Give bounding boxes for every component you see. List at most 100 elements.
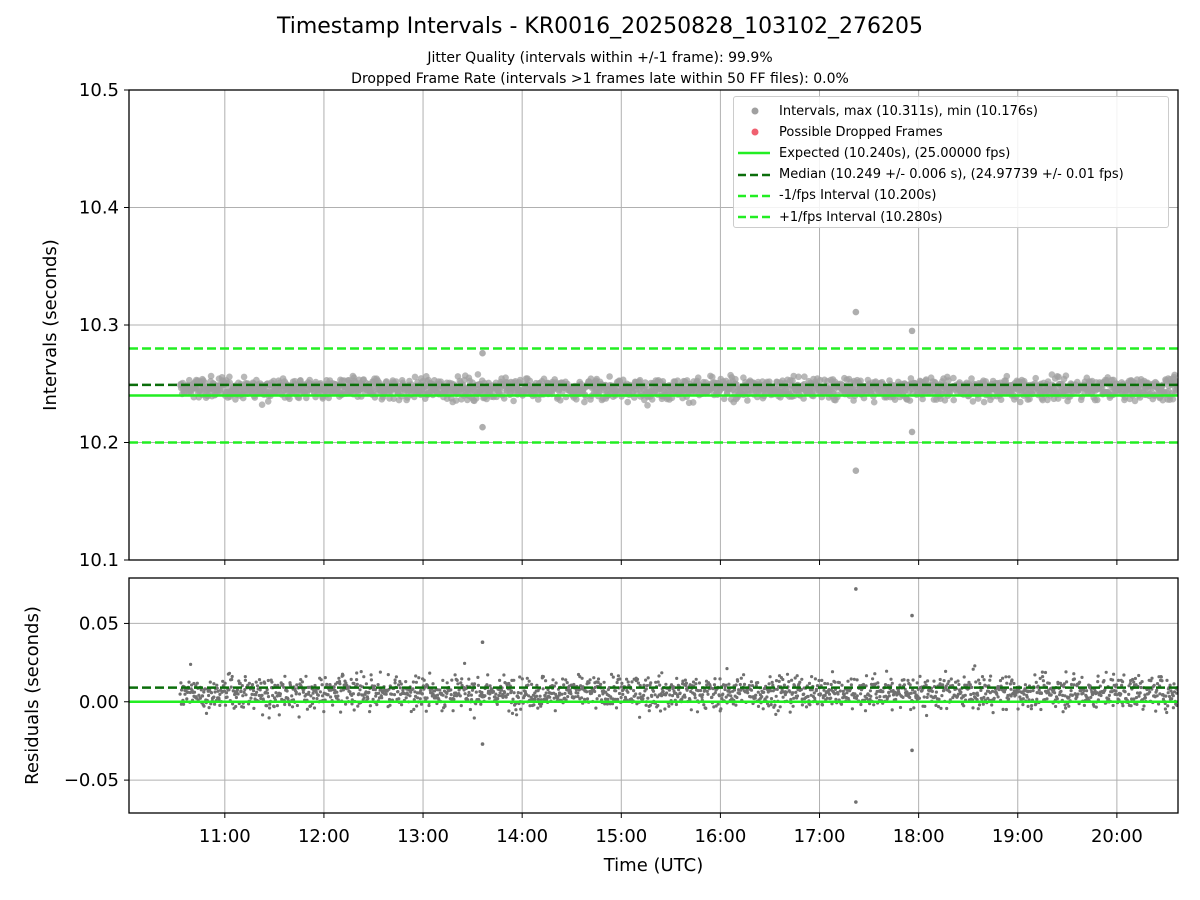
residual-point — [947, 679, 951, 683]
residual-point — [507, 681, 511, 686]
residual-point — [274, 691, 278, 695]
residual-point — [1137, 694, 1141, 698]
residual-outlier-point — [910, 748, 914, 753]
legend-swatch — [734, 207, 774, 227]
residual-point — [409, 709, 413, 714]
residual-point — [502, 673, 506, 677]
residual-point — [838, 689, 842, 693]
residual-point — [791, 704, 795, 708]
interval-point — [581, 398, 588, 406]
residual-point — [1123, 690, 1127, 694]
residual-outlier-point — [854, 587, 858, 591]
x-tick-label: 16:00 — [694, 826, 746, 847]
residual-point — [1022, 692, 1026, 696]
legend-label: -1/fps Interval (10.200s) — [779, 188, 937, 204]
top-y-tick-label: 10.1 — [79, 550, 119, 571]
residual-point — [646, 696, 650, 700]
residual-point — [1067, 695, 1071, 700]
residual-point — [234, 704, 238, 709]
residual-point — [647, 709, 651, 713]
residual-point — [331, 703, 335, 707]
residual-point — [178, 692, 182, 696]
residual-point — [257, 678, 262, 682]
residual-point — [626, 690, 630, 694]
residual-point — [217, 697, 221, 701]
residual-point — [990, 689, 995, 693]
residual-point — [1080, 675, 1084, 680]
interval-point — [732, 375, 739, 383]
residual-point — [1001, 707, 1005, 712]
residual-point — [1166, 691, 1170, 695]
residual-point — [1155, 694, 1159, 698]
residual-point — [313, 683, 317, 688]
residual-point — [182, 702, 186, 706]
interval-point — [891, 396, 899, 404]
interval-point — [644, 402, 651, 409]
residual-point — [454, 691, 458, 695]
residual-point — [738, 692, 742, 696]
residual-point — [972, 691, 976, 696]
residual-point — [676, 695, 680, 699]
residual-point — [345, 696, 349, 700]
residual-point — [350, 702, 354, 706]
residual-point — [1093, 689, 1097, 693]
residual-point — [459, 681, 463, 685]
bottom-y-axis-label: Residuals (seconds) — [22, 606, 43, 785]
residual-point — [1039, 691, 1044, 696]
residual-point — [209, 691, 214, 695]
residual-point — [638, 683, 642, 688]
residual-point — [252, 689, 256, 693]
residual-point — [962, 675, 966, 679]
residual-point — [344, 702, 348, 706]
residual-point — [833, 692, 837, 696]
residual-point — [1152, 683, 1156, 687]
residual-point — [1172, 682, 1176, 686]
residual-point — [1120, 683, 1124, 688]
residual-point — [560, 692, 564, 696]
interval-point — [636, 376, 644, 384]
residual-point — [527, 694, 531, 698]
residual-point — [541, 687, 545, 691]
residual-point — [1111, 703, 1115, 708]
residual-point — [887, 690, 891, 694]
residual-point — [1138, 691, 1142, 695]
residual-point — [448, 697, 452, 701]
residual-point — [536, 706, 540, 710]
residual-point — [1034, 702, 1038, 706]
residual-point — [1064, 670, 1068, 674]
residual-point — [854, 696, 859, 701]
residual-point — [1035, 691, 1039, 695]
residual-point — [445, 681, 449, 685]
residual-point — [813, 677, 818, 681]
residual-point — [278, 692, 282, 696]
residual-point — [516, 691, 520, 695]
residual-point — [254, 693, 258, 697]
residual-point — [576, 691, 580, 695]
residual-point — [905, 690, 909, 694]
residual-point — [871, 677, 875, 681]
residual-point — [925, 713, 929, 718]
residual-point — [689, 708, 693, 712]
residual-point — [918, 674, 922, 679]
residual-point — [670, 702, 674, 706]
residual-point — [263, 681, 267, 685]
residual-point — [1061, 710, 1065, 714]
residual-point — [704, 706, 708, 711]
residual-point — [971, 667, 975, 671]
residual-point — [837, 681, 842, 685]
residual-point — [932, 679, 936, 683]
residual-point — [791, 691, 795, 695]
residual-point — [878, 695, 882, 699]
residual-point — [694, 677, 698, 681]
residual-point — [516, 695, 521, 700]
residual-point — [734, 683, 738, 687]
residual-point — [1016, 690, 1020, 694]
residual-point — [369, 673, 373, 677]
residual-point — [886, 684, 890, 688]
residual-point — [1072, 677, 1076, 681]
residual-point — [480, 690, 484, 695]
residual-point — [275, 704, 279, 708]
residual-point — [1122, 673, 1126, 677]
top-y-tick-label: 10.3 — [79, 315, 119, 336]
residual-point — [902, 683, 907, 687]
